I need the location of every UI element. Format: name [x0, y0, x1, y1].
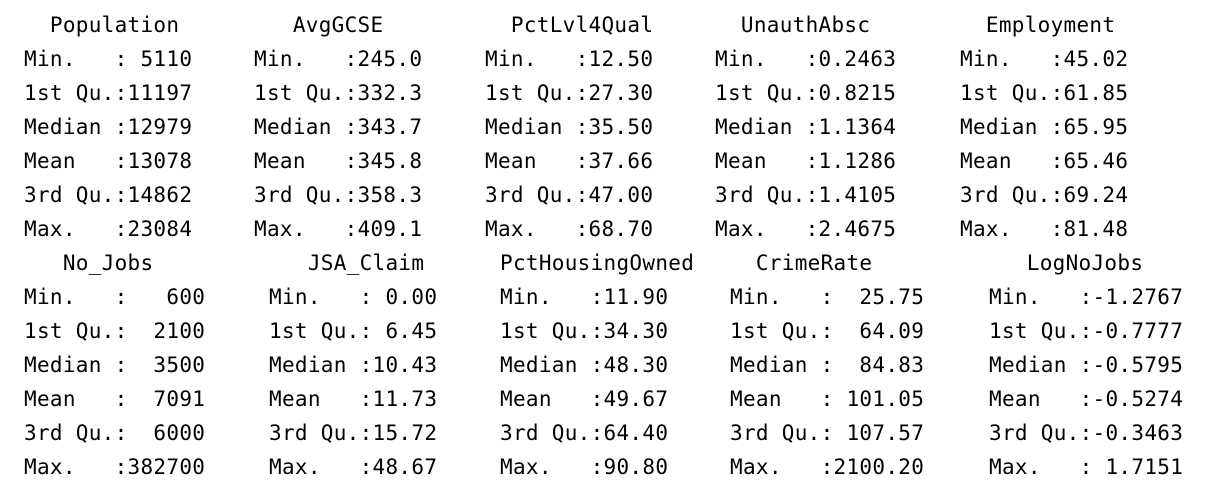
- stat-cell: Max. :68.70: [485, 217, 654, 241]
- stat-cell: 1st Qu.:11197: [24, 81, 193, 105]
- stat-cell: Min. :12.50: [485, 47, 654, 71]
- stat-cell: 1st Qu.:34.30: [500, 319, 669, 343]
- stat-cell: 1st Qu.: 64.09: [730, 319, 925, 343]
- summary-row: 1st Qu.: 2100 1st Qu.: 6.45 1st Qu.:34.3…: [0, 314, 1226, 348]
- column-header: LogNoJobs: [975, 251, 1144, 275]
- summary-row: Max. :23084 Max. :409.1 Max. :68.70 Max.…: [0, 212, 1226, 246]
- stat-cell: 3rd Qu.:15.72: [269, 421, 438, 445]
- column-header: CrimeRate: [730, 251, 873, 275]
- column-header: JSA_Claim: [269, 251, 425, 275]
- stat-cell: Mean :1.1286: [715, 149, 897, 173]
- summary-row: Mean :13078 Mean :345.8 Mean :37.66 Mean…: [0, 144, 1226, 178]
- stat-cell: Min. : 600: [24, 285, 206, 309]
- stat-cell: Max. :90.80: [500, 455, 669, 479]
- stat-cell: 1st Qu.:332.3: [254, 81, 423, 105]
- summary-row: Mean : 7091 Mean :11.73 Mean :49.67 Mean…: [0, 382, 1226, 416]
- column-header: PctHousingOwned: [500, 251, 695, 275]
- stat-cell: Max. :409.1: [254, 217, 423, 241]
- summary-row: Min. : 5110 Min. :245.0 Min. :12.50 Min.…: [0, 42, 1226, 76]
- stat-cell: Mean :49.67: [500, 387, 669, 411]
- column-header: No_Jobs: [24, 251, 154, 275]
- stat-cell: Max. :2.4675: [715, 217, 897, 241]
- stat-cell: Median :65.95: [960, 115, 1129, 139]
- stat-cell: Mean : 101.05: [730, 387, 925, 411]
- stat-cell: 3rd Qu.:-0.3463: [989, 421, 1184, 445]
- stat-cell: Max. :2100.20: [730, 455, 925, 479]
- stat-cell: Median :-0.5795: [989, 353, 1184, 377]
- column-header: Employment: [960, 13, 1116, 37]
- stat-cell: Max. :48.67: [269, 455, 438, 479]
- summary-row: 1st Qu.:11197 1st Qu.:332.3 1st Qu.:27.3…: [0, 76, 1226, 110]
- stat-cell: 1st Qu.: 6.45: [269, 319, 438, 343]
- summary-row: Max. :382700 Max. :48.67 Max. :90.80 Max…: [0, 450, 1226, 484]
- stat-cell: 3rd Qu.: 6000: [24, 421, 206, 445]
- stat-cell: Mean :11.73: [269, 387, 438, 411]
- summary-row: Median :12979 Median :343.7 Median :35.5…: [0, 110, 1226, 144]
- stat-cell: Max. : 1.7151: [989, 455, 1184, 479]
- stat-cell: Mean : 7091: [24, 387, 206, 411]
- stat-cell: 1st Qu.:61.85: [960, 81, 1129, 105]
- stat-cell: 3rd Qu.:47.00: [485, 183, 654, 207]
- stat-cell: 1st Qu.:27.30: [485, 81, 654, 105]
- stat-cell: Mean :65.46: [960, 149, 1129, 173]
- stat-cell: Min. :245.0: [254, 47, 423, 71]
- column-header: UnauthAbsc: [715, 13, 871, 37]
- stat-cell: Median :343.7: [254, 115, 423, 139]
- stat-cell: 3rd Qu.:1.4105: [715, 183, 897, 207]
- stat-cell: Mean :345.8: [254, 149, 423, 173]
- column-header: AvgGCSE: [254, 13, 384, 37]
- summary-header-row: Population AvgGCSE PctLvl4Qual UnauthAbs…: [0, 8, 1226, 42]
- stat-cell: Min. :0.2463: [715, 47, 897, 71]
- stat-cell: 1st Qu.: 2100: [24, 319, 206, 343]
- stat-cell: 3rd Qu.: 107.57: [730, 421, 925, 445]
- summary-row: Median : 3500 Median :10.43 Median :48.3…: [0, 348, 1226, 382]
- stat-cell: Mean :37.66: [485, 149, 654, 173]
- stat-cell: Min. : 0.00: [269, 285, 438, 309]
- stat-cell: Median :1.1364: [715, 115, 897, 139]
- stat-cell: Min. :-1.2767: [989, 285, 1184, 309]
- stat-cell: 3rd Qu.:358.3: [254, 183, 423, 207]
- summary-row: 3rd Qu.:14862 3rd Qu.:358.3 3rd Qu.:47.0…: [0, 178, 1226, 212]
- stat-cell: Median : 84.83: [730, 353, 925, 377]
- stat-cell: Median :35.50: [485, 115, 654, 139]
- summary-header-row: No_Jobs JSA_Claim PctHousingOwned CrimeR…: [0, 246, 1226, 280]
- column-header: PctLvl4Qual: [485, 13, 654, 37]
- summary-row: Min. : 600 Min. : 0.00 Min. :11.90 Min. …: [0, 280, 1226, 314]
- stat-cell: Max. :382700: [24, 455, 206, 479]
- stat-cell: 3rd Qu.:69.24: [960, 183, 1129, 207]
- stat-cell: Mean :13078: [24, 149, 193, 173]
- stat-cell: 3rd Qu.:64.40: [500, 421, 669, 445]
- summary-row: 3rd Qu.: 6000 3rd Qu.:15.72 3rd Qu.:64.4…: [0, 416, 1226, 450]
- stat-cell: 1st Qu.:-0.7777: [989, 319, 1184, 343]
- stat-cell: Median :10.43: [269, 353, 438, 377]
- stat-cell: 1st Qu.:0.8215: [715, 81, 897, 105]
- stat-cell: 3rd Qu.:14862: [24, 183, 193, 207]
- stat-cell: Mean :-0.5274: [989, 387, 1184, 411]
- stat-cell: Min. : 25.75: [730, 285, 925, 309]
- stat-cell: Min. :45.02: [960, 47, 1129, 71]
- column-header: Population: [24, 13, 180, 37]
- stat-cell: Median : 3500: [24, 353, 206, 377]
- stat-cell: Max. :81.48: [960, 217, 1129, 241]
- stat-cell: Min. :11.90: [500, 285, 669, 309]
- stat-cell: Min. : 5110: [24, 47, 193, 71]
- stat-cell: Median :12979: [24, 115, 193, 139]
- stat-cell: Median :48.30: [500, 353, 669, 377]
- stat-cell: Max. :23084: [24, 217, 193, 241]
